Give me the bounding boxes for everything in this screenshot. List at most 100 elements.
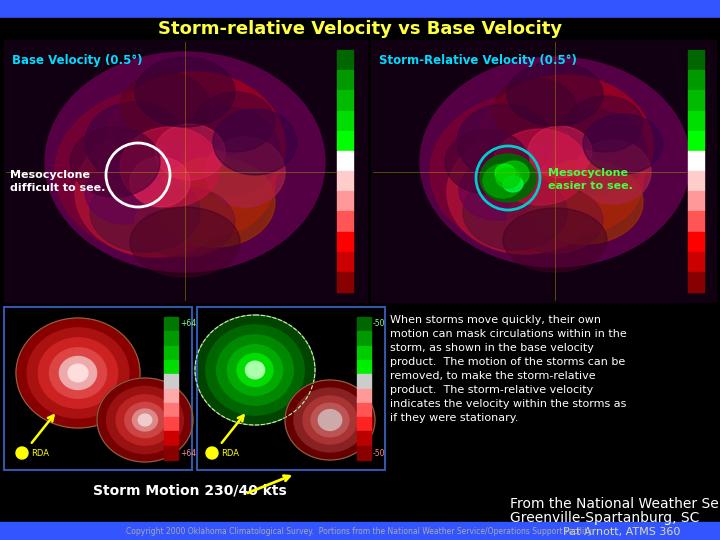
Ellipse shape [130,157,190,207]
Bar [357,332,371,346]
Ellipse shape [543,110,647,194]
Text: Storm-Relative Velocity (0.5°): Storm-Relative Velocity (0.5°) [379,54,577,67]
Ellipse shape [294,388,366,452]
Ellipse shape [445,130,529,194]
Ellipse shape [303,396,357,444]
Ellipse shape [120,72,210,142]
Bar [357,403,371,417]
Bar [164,403,178,417]
Bar [688,151,704,171]
Ellipse shape [125,402,165,437]
Bar [357,374,371,388]
Text: Copyright 2000 Oklahoma Climatological Survey.  Portions from the National Weath: Copyright 2000 Oklahoma Climatological S… [127,527,593,536]
Text: +64: +64 [180,449,196,458]
Bar [337,70,353,90]
Bar [357,431,371,446]
Circle shape [16,447,28,459]
Ellipse shape [583,114,663,174]
Bar [337,111,353,131]
Bar [357,388,371,403]
Text: When storms move quickly, their own
motion can mask circulations within in the
s: When storms move quickly, their own moti… [390,315,626,423]
Ellipse shape [60,356,96,389]
Text: RDA: RDA [31,449,49,458]
Bar [688,50,704,70]
Ellipse shape [318,410,342,430]
Text: Base Velocity (0.5°): Base Velocity (0.5°) [12,54,143,67]
Bar [0,0,720,18]
Bar [688,90,704,111]
Ellipse shape [97,378,193,462]
Ellipse shape [492,129,588,205]
Ellipse shape [135,57,235,127]
Bar [688,272,704,292]
Ellipse shape [90,172,200,252]
Ellipse shape [115,82,235,182]
Ellipse shape [487,84,603,180]
Ellipse shape [285,380,375,460]
Ellipse shape [170,107,280,197]
Text: Mesocyclone
difficult to see.: Mesocyclone difficult to see. [10,170,105,193]
Text: Storm Motion 230/40 kts: Storm Motion 230/40 kts [93,483,287,497]
Ellipse shape [463,174,567,250]
Text: From the National Weather Service: From the National Weather Service [510,497,720,511]
Ellipse shape [105,72,285,222]
Ellipse shape [130,207,240,277]
Ellipse shape [195,315,315,425]
Ellipse shape [55,87,275,257]
Bar [337,90,353,111]
Bar [357,317,371,332]
Bar [357,346,371,360]
Ellipse shape [527,160,643,244]
Bar [337,131,353,151]
Ellipse shape [120,127,220,207]
Ellipse shape [237,354,273,387]
Ellipse shape [85,102,185,182]
Ellipse shape [495,164,515,182]
Ellipse shape [27,328,129,418]
Bar [197,307,385,470]
Bar [337,151,353,171]
Bar [688,70,704,90]
Bar [164,360,178,374]
Bar [688,131,704,151]
Bar [337,211,353,232]
Ellipse shape [107,387,184,454]
Ellipse shape [311,403,349,437]
Bar [164,317,178,332]
Bar [688,171,704,191]
Ellipse shape [155,157,275,247]
Ellipse shape [496,168,520,188]
Bar [357,446,371,460]
Ellipse shape [420,57,690,267]
Bar [0,18,720,40]
Bar [337,50,353,70]
Bar [688,211,704,232]
Text: Storm-relative Velocity vs Base Velocity: Storm-relative Velocity vs Base Velocity [158,20,562,38]
Ellipse shape [246,361,265,379]
Bar [164,388,178,403]
Ellipse shape [575,140,651,204]
Ellipse shape [507,62,603,126]
Bar [164,332,178,346]
Bar [337,171,353,191]
Ellipse shape [38,338,117,408]
Bar [164,374,178,388]
Text: -50: -50 [373,449,385,458]
Bar [0,522,720,540]
Ellipse shape [430,92,640,252]
Ellipse shape [45,52,325,272]
Text: +64: +64 [180,319,196,328]
Bar [337,272,353,292]
Bar [164,446,178,460]
Ellipse shape [503,208,607,272]
Ellipse shape [493,78,577,142]
Bar [337,191,353,211]
Ellipse shape [205,137,285,207]
Ellipse shape [567,96,643,152]
Ellipse shape [217,335,294,405]
Bar [4,307,192,470]
Bar [164,417,178,431]
Bar [371,40,716,302]
Ellipse shape [75,127,235,257]
Ellipse shape [457,104,553,180]
